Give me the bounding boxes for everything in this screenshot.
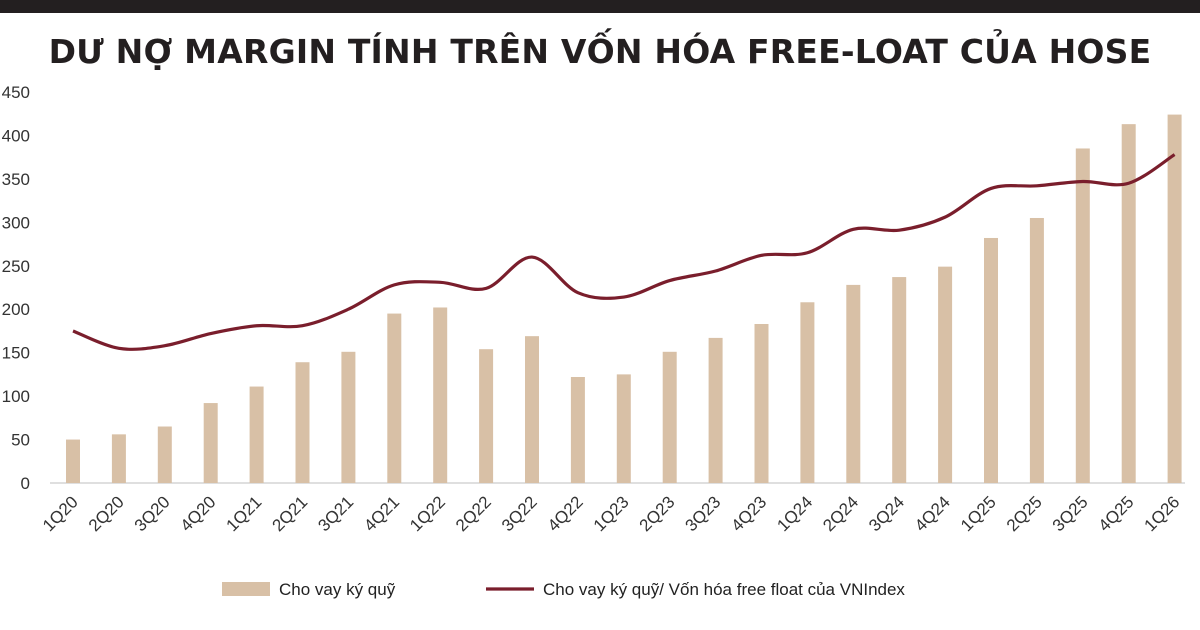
x-tick-label: 3Q22: [498, 492, 541, 535]
x-tick-label: 3Q23: [682, 492, 725, 535]
bar: [525, 336, 539, 483]
bar: [754, 323, 769, 483]
x-tick-label: 1Q22: [406, 492, 449, 535]
bar: [1167, 114, 1182, 483]
bar: [616, 374, 631, 483]
bar: [479, 349, 494, 483]
series-line: [72, 153, 1176, 351]
y-tick-label: 150: [2, 344, 30, 363]
y-tick-label: 200: [2, 300, 30, 319]
y-tick-label: 450: [2, 83, 30, 102]
x-tick-label: 1Q21: [223, 492, 266, 535]
bar: [846, 284, 861, 483]
legend-label-bar: Cho vay ký quỹ: [279, 580, 396, 599]
x-tick-label: 3Q20: [131, 492, 174, 535]
x-tick-label: 3Q24: [865, 492, 908, 535]
bar: [938, 266, 953, 483]
bar: [387, 313, 402, 483]
y-tick-label: 300: [2, 213, 30, 232]
x-tick-label: 2Q20: [85, 492, 128, 535]
x-tick-label: 4Q22: [544, 492, 587, 535]
x-tick-label: 2Q25: [1003, 492, 1046, 535]
x-tick-label: 1Q23: [590, 492, 633, 535]
bar: [157, 426, 172, 483]
y-tick-label: 0: [21, 474, 30, 493]
bar: [1029, 217, 1044, 483]
bar: [662, 351, 677, 483]
x-tick-label: 1Q24: [773, 492, 816, 535]
x-tick-label: 3Q25: [1049, 492, 1092, 535]
x-tick-label: 4Q24: [911, 492, 954, 535]
x-tick-label: 1Q26: [1141, 492, 1184, 535]
bar: [984, 237, 998, 483]
bar: [892, 277, 907, 483]
bar: [66, 439, 80, 483]
bar: [111, 434, 126, 483]
y-tick-label: 350: [2, 170, 30, 189]
x-tick-label: 4Q23: [727, 492, 770, 535]
x-tick-label: 4Q20: [177, 492, 220, 535]
bar: [433, 307, 448, 483]
bar: [341, 351, 356, 483]
x-tick-label: 2Q21: [268, 492, 311, 535]
bar: [1075, 148, 1090, 483]
y-tick-label: 100: [2, 387, 30, 406]
legend-label-line: Cho vay ký quỹ/ Vốn hóa free float của V…: [543, 580, 905, 599]
x-tick-label: 3Q21: [314, 492, 357, 535]
chart-title: DƯ NỢ MARGIN TÍNH TRÊN VỐN HÓA FREE-LOAT…: [48, 32, 1152, 71]
bar: [708, 337, 723, 483]
bar: [249, 386, 264, 483]
y-tick-label: 50: [11, 431, 30, 450]
x-tick-label: 2Q24: [819, 492, 862, 535]
bar: [800, 302, 815, 483]
x-tick-label: 1Q25: [957, 492, 1000, 535]
top-rule: [0, 0, 1200, 13]
x-tick-label: 1Q20: [39, 492, 82, 535]
bar: [1121, 124, 1136, 483]
y-tick-label: 250: [2, 257, 30, 276]
bar: [295, 362, 310, 483]
bar: [570, 376, 585, 483]
legend-swatch-bar: [222, 582, 270, 596]
x-tick-label: 2Q23: [636, 492, 679, 535]
y-tick-label: 400: [2, 126, 30, 145]
x-tick-label: 4Q25: [1095, 492, 1138, 535]
bar: [203, 403, 218, 483]
x-tick-label: 2Q22: [452, 492, 495, 535]
x-tick-label: 4Q21: [360, 492, 403, 535]
